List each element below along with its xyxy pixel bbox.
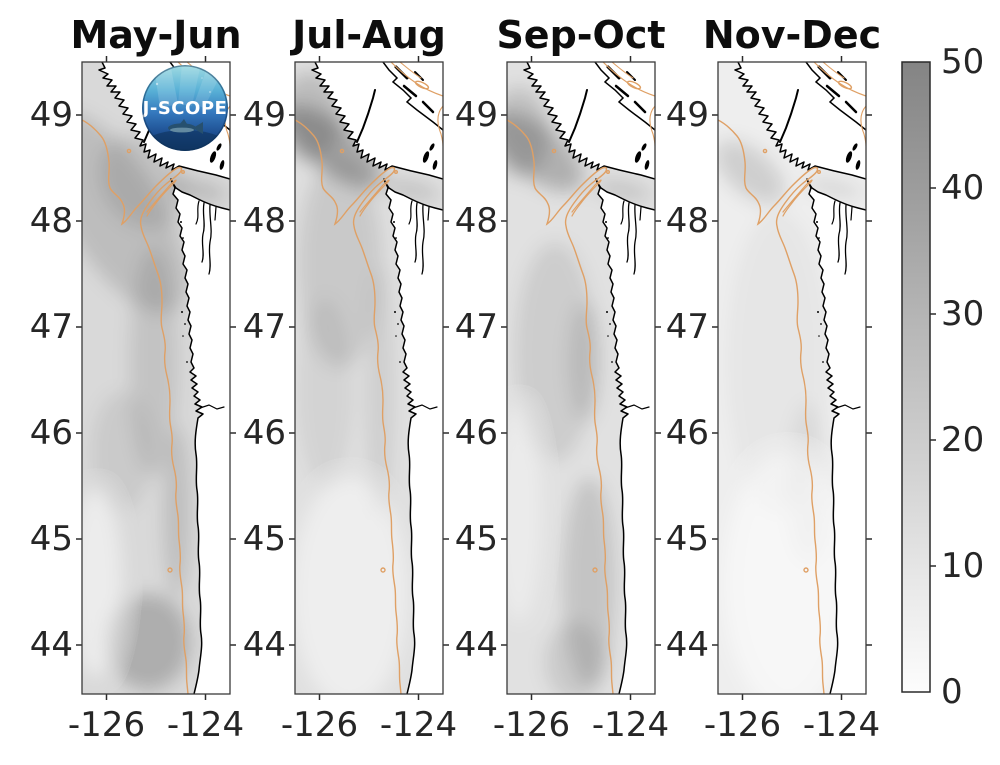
- panel-title-nov-dec: Nov-Dec: [702, 13, 882, 57]
- panel-frame: [294, 61, 444, 695]
- x-tick-label: -124: [591, 705, 670, 745]
- y-tick-label: 46: [454, 413, 498, 453]
- y-tick-label: 47: [242, 307, 286, 347]
- map-panel-sep-oct: [500, 55, 662, 701]
- panel-frame: [506, 61, 656, 695]
- map-panel-jul-aug: [288, 55, 450, 701]
- colorbar-label: 30: [941, 294, 985, 334]
- y-tick-label: 45: [665, 519, 709, 559]
- map-panel-may-jun: J-SCOPE: [75, 55, 237, 701]
- colorbar-label: 40: [941, 168, 985, 208]
- field-shading: [507, 87, 653, 694]
- y-tick-label: 46: [29, 413, 73, 453]
- y-tick-label: 48: [242, 201, 286, 241]
- y-tick-label: 46: [242, 413, 286, 453]
- jscope-logo: J-SCOPE: [141, 65, 228, 151]
- y-tick-label: 47: [29, 307, 73, 347]
- y-tick-label: 47: [454, 307, 498, 347]
- field-shading: [295, 72, 441, 694]
- y-tick-label: 44: [665, 625, 709, 665]
- y-tick-label: 46: [665, 413, 709, 453]
- y-tick-label: 47: [665, 307, 709, 347]
- y-tick-label: 45: [29, 519, 73, 559]
- panel-frame: [717, 61, 867, 695]
- panel-title-sep-oct: Sep-Oct: [496, 13, 666, 57]
- x-tick-label: -124: [379, 705, 458, 745]
- colorbar-label: 20: [941, 420, 985, 460]
- colorbar-label: 50: [941, 42, 985, 82]
- x-tick-label: -126: [67, 705, 146, 745]
- y-tick-label: 44: [29, 625, 73, 665]
- x-tick-label: -126: [280, 705, 359, 745]
- colorbar-label: 10: [941, 546, 985, 586]
- colorbar-label: 0: [941, 672, 963, 712]
- logo-text: J-SCOPE: [141, 98, 228, 119]
- x-tick-label: -124: [166, 705, 245, 745]
- colorbar: [901, 61, 936, 693]
- y-tick-label: 44: [242, 625, 286, 665]
- y-tick-label: 49: [29, 95, 73, 135]
- y-tick-label: 49: [242, 95, 286, 135]
- map-panel-nov-dec: [711, 55, 873, 701]
- x-tick-label: -126: [492, 705, 571, 745]
- y-tick-label: 48: [29, 201, 73, 241]
- y-tick-label: 44: [454, 625, 498, 665]
- panel-frame: [81, 61, 231, 695]
- x-tick-label: -126: [703, 705, 782, 745]
- panel-title-may-jun: May-Jun: [70, 13, 242, 57]
- y-tick-label: 48: [665, 201, 709, 241]
- panel-title-jul-aug: Jul-Aug: [292, 13, 446, 57]
- x-tick-label: -124: [802, 705, 881, 745]
- colorbar-ticks: [930, 187, 936, 567]
- y-tick-label: 48: [454, 201, 498, 241]
- y-tick-label: 49: [665, 95, 709, 135]
- logo-fish-icon: [168, 119, 203, 134]
- colorbar-frame: [901, 61, 931, 693]
- y-tick-label: 45: [454, 519, 498, 559]
- y-tick-label: 45: [242, 519, 286, 559]
- y-tick-label: 49: [454, 95, 498, 135]
